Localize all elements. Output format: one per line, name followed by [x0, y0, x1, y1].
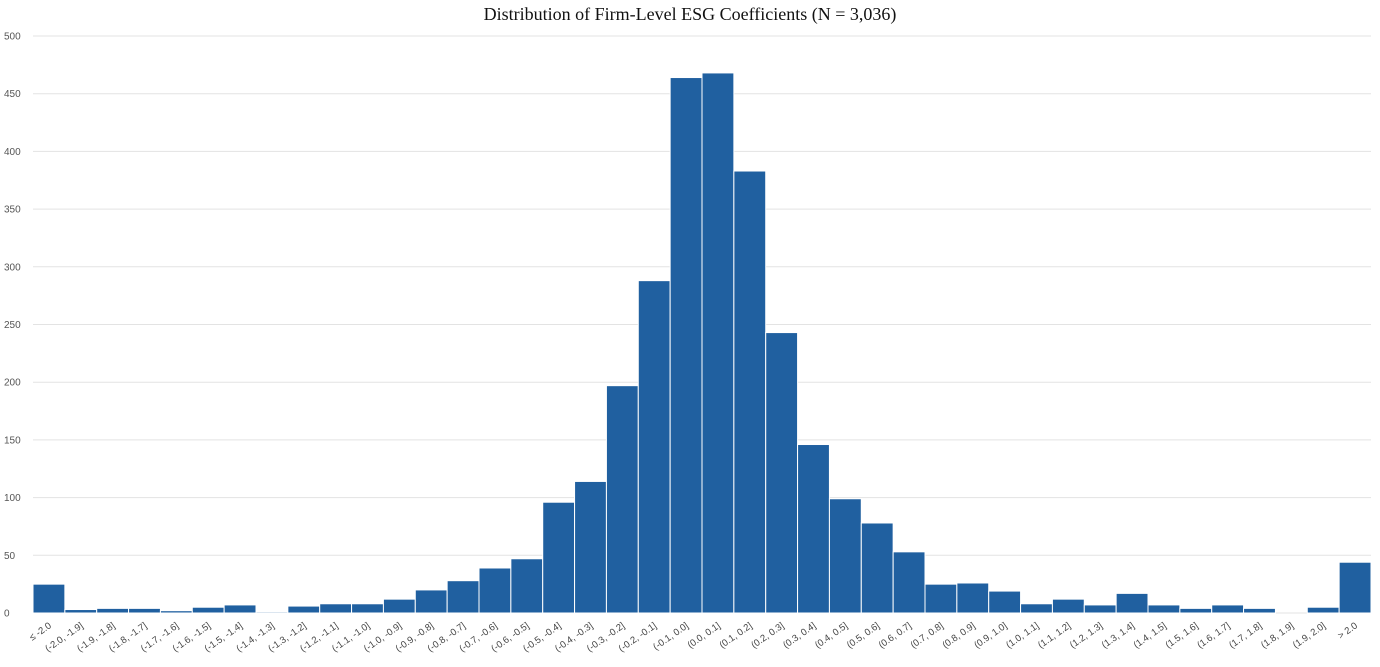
x-tick-label: (0.3, 0.4] [781, 620, 818, 651]
bar [956, 582, 990, 614]
bar [892, 551, 926, 614]
x-tick-label: (0.4, 0.5] [813, 620, 850, 651]
x-tick-label: (0.0, 0.1] [686, 620, 723, 651]
bar [287, 605, 321, 614]
bar [1243, 607, 1276, 614]
y-tick-label: 200 [4, 378, 21, 389]
bar [96, 607, 130, 614]
y-tick-label: 0 [4, 609, 10, 620]
x-tick-label: (1.7, 1.8] [1227, 620, 1264, 651]
x-tick-label: (0.9, 1.0] [972, 620, 1009, 651]
x-tick-label: (1.4, 1.5] [1132, 620, 1169, 651]
bar [669, 77, 703, 614]
x-tick-label: (1.8, 1.9] [1259, 620, 1296, 651]
bar [797, 444, 830, 614]
bar [478, 567, 512, 614]
bar [1020, 603, 1053, 614]
y-tick-label: 250 [4, 320, 21, 331]
bar [255, 611, 289, 614]
x-tick-label: (0.2, 0.3] [749, 620, 786, 651]
bar [1306, 606, 1340, 614]
x-axis-ticks: ≤ -2.0(-2.0, -1.9](-1.9, -1.8](-1.8, -1.… [27, 620, 1359, 654]
bar [351, 603, 384, 614]
bar [1147, 604, 1181, 614]
bar [223, 604, 257, 614]
bar [191, 606, 225, 614]
x-tick-label: (1.5, 1.6] [1163, 620, 1200, 651]
bar [542, 501, 576, 614]
bar [924, 583, 958, 614]
bar [32, 583, 66, 614]
y-tick-label: 450 [4, 89, 21, 100]
x-tick-label: (0.5, 0.6] [845, 620, 882, 651]
bars [32, 72, 1372, 614]
bar [988, 590, 1022, 614]
y-tick-label: 500 [4, 32, 21, 43]
bar [637, 280, 671, 614]
bar [765, 332, 799, 614]
y-axis-ticks: 0 50 100 150 200 250 300 350 400 450 500 [4, 32, 21, 620]
x-tick-label: (1.6, 1.7] [1195, 620, 1232, 651]
y-tick-label: 150 [4, 435, 21, 446]
x-tick-label: (-0.1, 0.0] [651, 620, 691, 652]
y-tick-label: 350 [4, 205, 21, 216]
x-tick-label: (1.1, 1.2] [1036, 620, 1073, 651]
bar [605, 385, 639, 614]
bar [319, 603, 353, 614]
bar [414, 589, 448, 614]
y-tick-label: 300 [4, 262, 21, 273]
bar [1179, 607, 1213, 614]
bar [159, 610, 193, 614]
x-tick-label: (1.9, 2.0] [1291, 620, 1328, 651]
x-tick-label: (1.2, 1.3] [1068, 620, 1105, 651]
y-tick-label: 100 [4, 493, 21, 504]
x-tick-label: (0.7, 0.8] [909, 620, 946, 651]
y-tick-label: 400 [4, 147, 21, 158]
bar [701, 72, 735, 614]
bar [860, 522, 894, 614]
bar [446, 580, 480, 614]
x-tick-label: (1.3, 1.4] [1100, 620, 1137, 651]
bar [733, 170, 767, 614]
bar [382, 598, 416, 614]
bar [1211, 604, 1245, 614]
bar [1083, 604, 1117, 614]
x-tick-label: (0.1, 0.2] [717, 620, 754, 651]
bar [128, 607, 161, 614]
x-tick-label: (1.0, 1.1] [1004, 620, 1041, 651]
bar [1338, 561, 1372, 614]
chart-title: Distribution of Firm-Level ESG Coefficie… [483, 4, 897, 24]
bar [1051, 598, 1085, 614]
bar [510, 558, 544, 614]
y-tick-label: 50 [4, 551, 16, 562]
x-tick-label: > 2.0 [1336, 620, 1360, 641]
bar [64, 609, 98, 614]
x-tick-label: (0.8, 0.9] [940, 620, 977, 651]
bar [1115, 592, 1149, 614]
bar [828, 498, 862, 614]
bar [574, 480, 607, 614]
x-tick-label: (0.6, 0.7] [877, 620, 914, 651]
